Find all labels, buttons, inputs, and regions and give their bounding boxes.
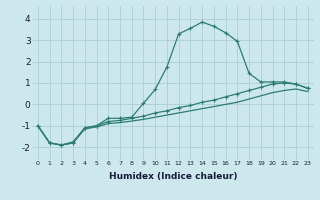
X-axis label: Humidex (Indice chaleur): Humidex (Indice chaleur): [108, 172, 237, 181]
